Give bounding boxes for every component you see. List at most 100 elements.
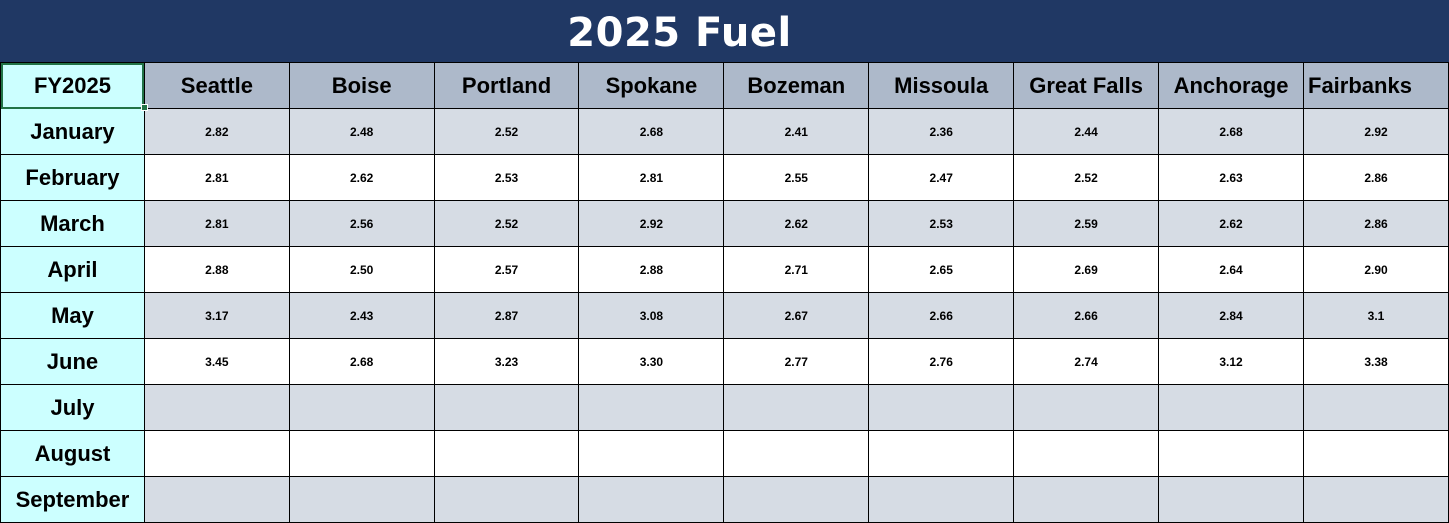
price-cell[interactable]: 2.62 xyxy=(723,200,870,247)
price-cell[interactable] xyxy=(868,384,1015,431)
price-cell[interactable] xyxy=(868,476,1015,523)
price-cell[interactable]: 2.69 xyxy=(1013,246,1160,293)
price-cell[interactable]: 2.64 xyxy=(1158,246,1304,293)
price-cell[interactable]: 3.38 xyxy=(1303,338,1449,385)
price-cell[interactable]: 3.23 xyxy=(433,338,580,385)
price-cell[interactable]: 2.63 xyxy=(1158,154,1304,201)
price-cell[interactable] xyxy=(1013,384,1160,431)
price-cell[interactable] xyxy=(578,430,725,477)
price-cell[interactable]: 2.66 xyxy=(1013,292,1160,339)
column-header-cell[interactable]: Bozeman xyxy=(723,62,870,109)
price-cell[interactable]: 2.48 xyxy=(288,108,435,155)
price-cell[interactable]: 2.81 xyxy=(578,154,725,201)
month-cell[interactable]: June xyxy=(0,338,145,385)
price-cell[interactable]: 2.53 xyxy=(868,200,1015,247)
column-header-cell[interactable]: Seattle xyxy=(143,62,290,109)
selection-fill-handle[interactable] xyxy=(141,104,148,111)
price-cell[interactable] xyxy=(143,476,290,523)
price-cell[interactable]: 2.68 xyxy=(288,338,435,385)
price-cell[interactable]: 2.84 xyxy=(1158,292,1304,339)
price-cell[interactable] xyxy=(1158,430,1304,477)
price-cell[interactable]: 2.68 xyxy=(1158,108,1304,155)
price-cell[interactable] xyxy=(578,384,725,431)
price-cell[interactable] xyxy=(433,384,580,431)
column-header-cell[interactable]: Boise xyxy=(288,62,435,109)
price-cell[interactable]: 2.92 xyxy=(1303,108,1449,155)
price-cell[interactable]: 2.50 xyxy=(288,246,435,293)
price-cell[interactable]: 2.74 xyxy=(1013,338,1160,385)
price-cell[interactable] xyxy=(723,476,870,523)
column-header-cell[interactable]: Spokane xyxy=(578,62,725,109)
price-cell[interactable]: 2.52 xyxy=(433,108,580,155)
price-cell[interactable]: 2.44 xyxy=(1013,108,1160,155)
price-cell[interactable]: 2.65 xyxy=(868,246,1015,293)
price-cell[interactable] xyxy=(1158,476,1304,523)
month-cell[interactable]: March xyxy=(0,200,145,247)
price-cell[interactable]: 3.08 xyxy=(578,292,725,339)
month-cell[interactable]: September xyxy=(0,476,145,523)
price-cell[interactable]: 2.86 xyxy=(1303,154,1449,201)
price-cell[interactable]: 2.62 xyxy=(1158,200,1304,247)
month-cell[interactable]: May xyxy=(0,292,145,339)
price-cell[interactable]: 2.86 xyxy=(1303,200,1449,247)
column-header-cell[interactable]: Portland xyxy=(433,62,580,109)
price-cell[interactable]: 2.41 xyxy=(723,108,870,155)
price-cell[interactable]: 3.1 xyxy=(1303,292,1449,339)
price-cell[interactable]: 2.57 xyxy=(433,246,580,293)
price-cell[interactable]: 2.59 xyxy=(1013,200,1160,247)
price-cell[interactable] xyxy=(1303,430,1449,477)
price-cell[interactable]: 2.88 xyxy=(578,246,725,293)
column-header-cell[interactable]: Great Falls xyxy=(1013,62,1160,109)
price-cell[interactable]: 2.82 xyxy=(143,108,290,155)
title-banner[interactable]: 2025 Fuel xyxy=(0,0,1449,62)
month-cell[interactable]: July xyxy=(0,384,145,431)
price-cell[interactable] xyxy=(723,384,870,431)
price-cell[interactable]: 2.47 xyxy=(868,154,1015,201)
price-cell[interactable]: 3.12 xyxy=(1158,338,1304,385)
price-cell[interactable]: 2.90 xyxy=(1303,246,1449,293)
price-cell[interactable] xyxy=(723,430,870,477)
price-cell[interactable] xyxy=(1013,476,1160,523)
price-cell[interactable]: 2.66 xyxy=(868,292,1015,339)
price-cell[interactable] xyxy=(578,476,725,523)
price-cell[interactable]: 2.88 xyxy=(143,246,290,293)
price-cell[interactable] xyxy=(1303,384,1449,431)
month-cell[interactable]: April xyxy=(0,246,145,293)
price-cell[interactable]: 2.36 xyxy=(868,108,1015,155)
price-cell[interactable]: 2.71 xyxy=(723,246,870,293)
column-header-cell[interactable]: Anchorage xyxy=(1158,62,1304,109)
column-header-cell[interactable]: Fairbanks xyxy=(1303,62,1449,109)
price-cell[interactable] xyxy=(433,476,580,523)
price-cell[interactable] xyxy=(143,384,290,431)
price-cell[interactable] xyxy=(1158,384,1304,431)
column-header-cell[interactable]: Missoula xyxy=(868,62,1015,109)
month-cell[interactable]: February xyxy=(0,154,145,201)
price-cell[interactable] xyxy=(288,430,435,477)
price-cell[interactable]: 2.62 xyxy=(288,154,435,201)
price-cell[interactable]: 2.56 xyxy=(288,200,435,247)
price-cell[interactable]: 3.17 xyxy=(143,292,290,339)
month-cell[interactable]: August xyxy=(0,430,145,477)
price-cell[interactable]: 2.92 xyxy=(578,200,725,247)
price-cell[interactable] xyxy=(1013,430,1160,477)
price-cell[interactable]: 2.43 xyxy=(288,292,435,339)
fiscal-year-cell[interactable]: FY2025 xyxy=(0,62,145,109)
price-cell[interactable]: 2.52 xyxy=(1013,154,1160,201)
price-cell[interactable] xyxy=(288,476,435,523)
month-cell[interactable]: January xyxy=(0,108,145,155)
price-cell[interactable]: 2.76 xyxy=(868,338,1015,385)
price-cell[interactable] xyxy=(143,430,290,477)
price-cell[interactable] xyxy=(1303,476,1449,523)
price-cell[interactable]: 3.30 xyxy=(578,338,725,385)
price-cell[interactable]: 2.77 xyxy=(723,338,870,385)
price-cell[interactable]: 2.81 xyxy=(143,200,290,247)
price-cell[interactable]: 2.55 xyxy=(723,154,870,201)
price-cell[interactable]: 2.53 xyxy=(433,154,580,201)
price-cell[interactable] xyxy=(868,430,1015,477)
price-cell[interactable]: 2.67 xyxy=(723,292,870,339)
price-cell[interactable] xyxy=(288,384,435,431)
price-cell[interactable] xyxy=(433,430,580,477)
price-cell[interactable]: 3.45 xyxy=(143,338,290,385)
price-cell[interactable]: 2.68 xyxy=(578,108,725,155)
price-cell[interactable]: 2.81 xyxy=(143,154,290,201)
